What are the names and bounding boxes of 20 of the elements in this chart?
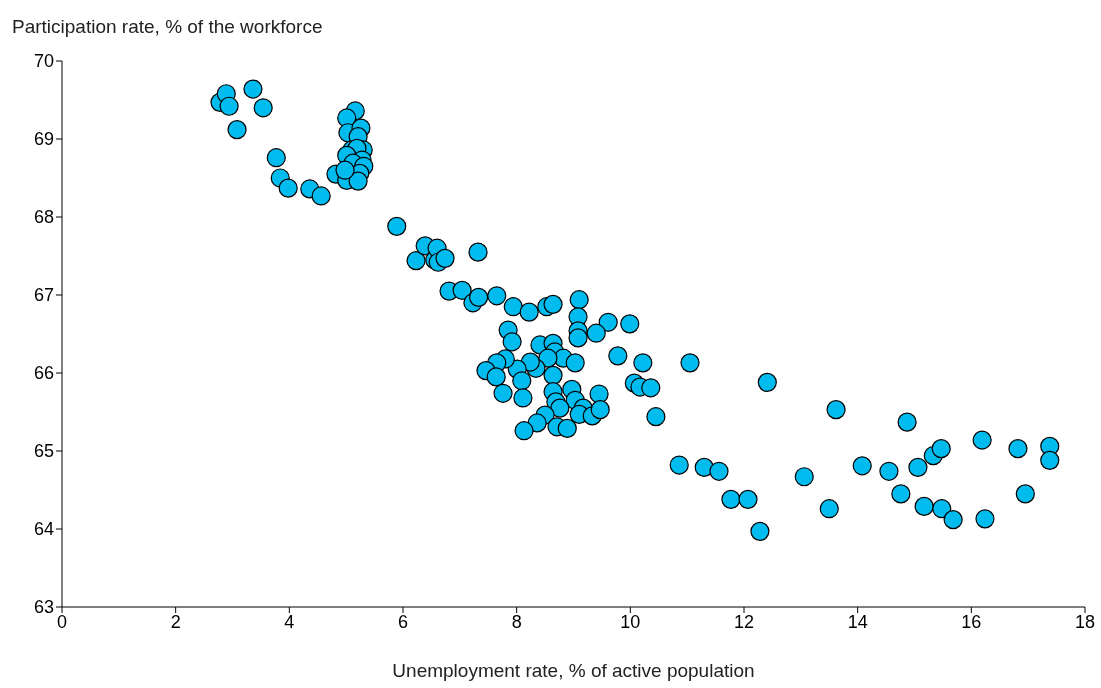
x-tick-label: 8 — [511, 611, 522, 632]
x-tick-label: 12 — [733, 611, 755, 632]
x-tick-label: 6 — [397, 611, 409, 632]
y-tick-label: 68 — [33, 207, 54, 228]
y-tick-label: 70 — [33, 51, 54, 72]
x-tick-label: 0 — [56, 611, 68, 632]
y-axis-title: Participation rate, % of the workforce — [12, 16, 323, 38]
x-tick-label: 10 — [620, 611, 641, 632]
x-tick-label: 4 — [284, 611, 295, 632]
y-tick-label: 63 — [33, 597, 54, 618]
x-axis-title: Unemployment rate, % of active population — [391, 660, 756, 682]
y-tick-label: 65 — [33, 441, 54, 462]
y-tick-label: 67 — [33, 285, 54, 306]
x-tick-label: 2 — [170, 611, 181, 632]
y-tick-label: 66 — [33, 363, 54, 384]
y-tick-label: 69 — [33, 129, 54, 150]
y-tick-label: 64 — [33, 519, 54, 540]
x-tick-label: 16 — [961, 611, 982, 632]
x-tick-label: 14 — [847, 611, 868, 632]
x-tick-label: 18 — [1074, 611, 1096, 632]
